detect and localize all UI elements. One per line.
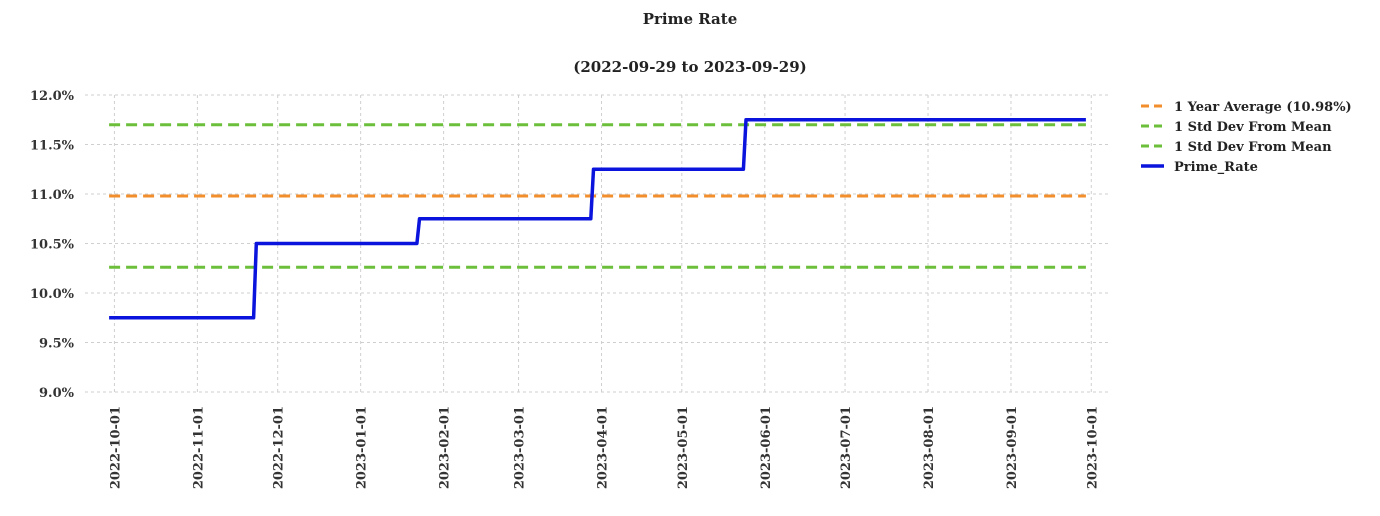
grid [85,94,1110,393]
legend-label: 1 Std Dev From Mean [1174,120,1332,135]
y-tick-label: 9.5% [39,337,75,352]
legend: 1 Year Average (10.98%) 1 Std Dev From Me… [1141,100,1352,175]
x-tick-label: 2023-01-01 [355,406,370,489]
x-tick-label: 2023-08-01 [922,406,937,489]
x-tick-label: 2023-07-01 [839,406,854,489]
y-tick-label: 12.0% [30,89,75,104]
x-tick-label: 2023-03-01 [513,406,528,489]
x-tick-label: 2022-11-01 [191,406,206,489]
legend-label: 1 Std Dev From Mean [1174,140,1332,155]
x-tick-label: 2023-04-01 [596,406,611,489]
legend-label: Prime_Rate [1174,160,1258,175]
x-tick-label: 2023-09-01 [1005,406,1020,489]
series-line [109,118,1086,320]
x-tick-label: 2022-12-01 [272,406,287,489]
chart-subtitle: (2022-09-29 to 2023-09-29) [573,58,806,76]
y-tick-label: 10.5% [30,238,75,253]
y-tick-label: 11.0% [30,188,75,203]
x-tick-label: 2023-05-01 [676,406,691,489]
x-tick-label: 2022-10-01 [108,406,123,489]
x-tick-label: 2023-10-01 [1085,406,1100,489]
legend-label: 1 Year Average (10.98%) [1174,100,1352,115]
series-lines [109,118,1086,320]
y-tick-label: 9.0% [39,386,75,401]
chart-title: Prime Rate [643,10,738,28]
y-axis-ticks: 9.0% 9.5% 10.0% 10.5% 11.0% 11.5% 12.0% [30,89,75,401]
x-axis-ticks: 2022-10-01 2022-11-01 2022-12-01 2023-01-01… [108,406,1100,489]
y-tick-label: 11.5% [30,139,75,154]
x-tick-label: 2023-06-01 [759,406,774,489]
y-tick-label: 10.0% [30,287,75,302]
x-tick-label: 2023-02-01 [438,406,453,489]
